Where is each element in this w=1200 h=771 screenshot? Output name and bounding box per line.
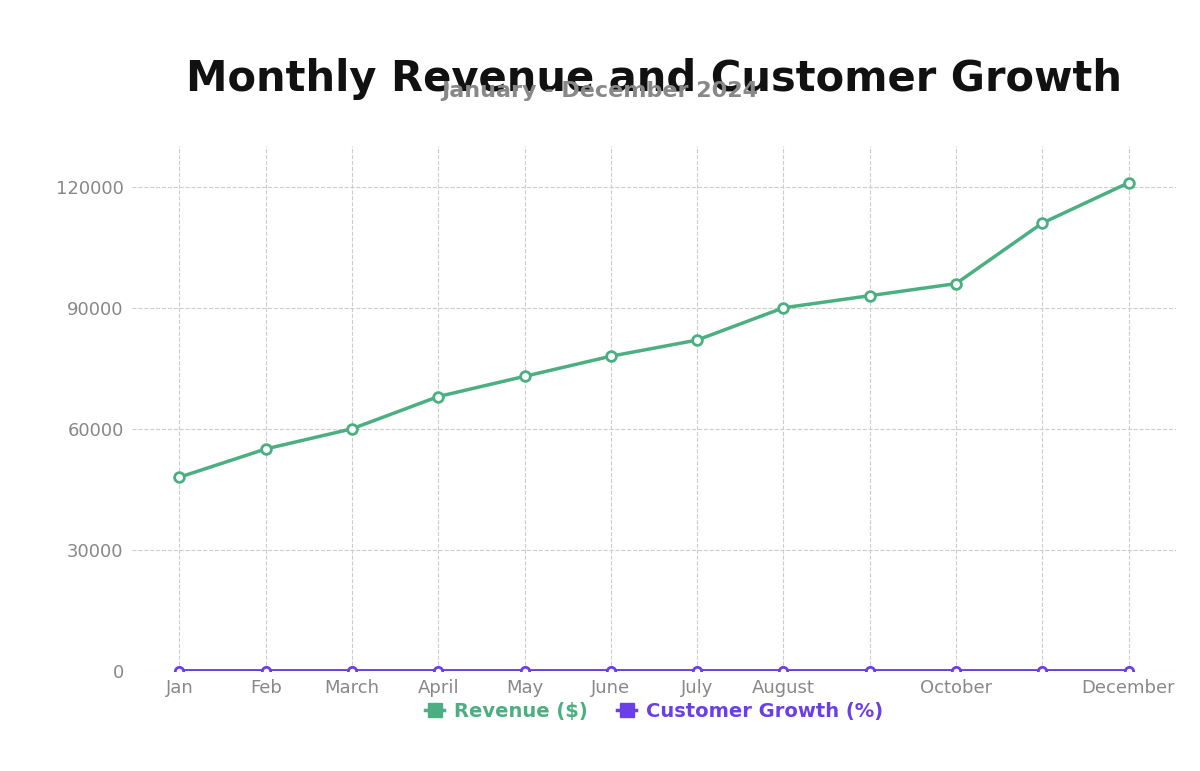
Customer Growth (%): [1036, 666, 1050, 675]
Customer Growth (%): [863, 666, 877, 675]
Revenue ($): [776, 303, 791, 312]
Legend: Revenue ($), Customer Growth (%): Revenue ($), Customer Growth (%): [418, 695, 890, 729]
Customer Growth (%): [1121, 666, 1135, 675]
Revenue ($): [1036, 218, 1050, 227]
Text: January - December 2024: January - December 2024: [442, 81, 758, 101]
Revenue ($): [1121, 178, 1135, 187]
Revenue ($): [173, 473, 187, 482]
Line: Revenue ($): Revenue ($): [174, 178, 1134, 482]
Revenue ($): [517, 372, 532, 381]
Revenue ($): [690, 335, 704, 345]
Customer Growth (%): [344, 666, 359, 675]
Line: Customer Growth (%): Customer Growth (%): [175, 667, 1133, 675]
Customer Growth (%): [776, 666, 791, 675]
Revenue ($): [604, 352, 618, 361]
Customer Growth (%): [173, 666, 187, 675]
Customer Growth (%): [604, 666, 618, 675]
Customer Growth (%): [431, 666, 445, 675]
Customer Growth (%): [690, 666, 704, 675]
Revenue ($): [949, 279, 964, 288]
Title: Monthly Revenue and Customer Growth: Monthly Revenue and Customer Growth: [186, 58, 1122, 100]
Revenue ($): [344, 424, 359, 433]
Revenue ($): [431, 392, 445, 401]
Revenue ($): [863, 291, 877, 301]
Customer Growth (%): [258, 666, 272, 675]
Customer Growth (%): [517, 666, 532, 675]
Revenue ($): [258, 444, 272, 453]
Customer Growth (%): [949, 666, 964, 675]
